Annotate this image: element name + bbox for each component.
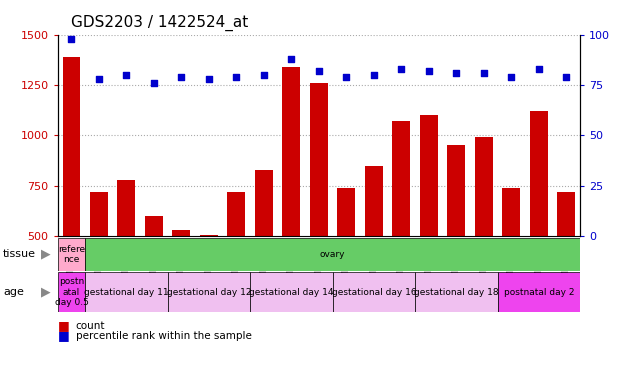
Point [121, 72, 131, 78]
Point [259, 72, 269, 78]
Bar [447, 146, 465, 236]
Bar [420, 115, 438, 236]
Text: age: age [3, 287, 24, 297]
Bar [58, 272, 85, 312]
Bar [200, 235, 218, 236]
Text: ovary: ovary [320, 250, 345, 259]
Text: gestational day 18: gestational day 18 [414, 288, 499, 296]
Point [479, 70, 489, 76]
Bar [172, 230, 190, 236]
Bar [415, 272, 497, 312]
Bar [117, 180, 135, 236]
Point [396, 66, 406, 72]
Text: ▶: ▶ [41, 248, 51, 261]
Point [451, 70, 462, 76]
Point [534, 66, 544, 72]
Bar [283, 67, 301, 236]
Bar [58, 238, 85, 271]
Point [424, 68, 434, 74]
Text: refere
nce: refere nce [58, 245, 85, 264]
Point [149, 80, 159, 86]
Text: ■: ■ [58, 329, 69, 343]
Point [562, 74, 572, 80]
Bar [392, 121, 410, 236]
Bar [250, 272, 333, 312]
Bar [337, 188, 355, 236]
Text: gestational day 16: gestational day 16 [331, 288, 416, 296]
Text: ▶: ▶ [41, 286, 51, 298]
Text: tissue: tissue [3, 249, 36, 260]
Bar [530, 111, 548, 236]
Bar [503, 188, 520, 236]
Text: ■: ■ [58, 319, 69, 332]
Text: gestational day 12: gestational day 12 [167, 288, 251, 296]
Point [341, 74, 351, 80]
Bar [558, 192, 575, 236]
Point [314, 68, 324, 74]
Point [231, 74, 242, 80]
Text: percentile rank within the sample: percentile rank within the sample [76, 331, 251, 341]
Point [66, 36, 76, 42]
Point [506, 74, 517, 80]
Bar [63, 57, 80, 236]
Bar [85, 272, 168, 312]
Point [204, 76, 214, 82]
Point [287, 56, 297, 62]
Text: gestational day 14: gestational day 14 [249, 288, 334, 296]
Text: postnatal day 2: postnatal day 2 [504, 288, 574, 296]
Bar [228, 192, 246, 236]
Text: count: count [76, 321, 105, 331]
Text: gestational day 11: gestational day 11 [84, 288, 169, 296]
Bar [90, 192, 108, 236]
Bar [333, 272, 415, 312]
Point [94, 76, 104, 82]
Bar [475, 137, 493, 236]
Bar [497, 272, 580, 312]
Bar [310, 83, 328, 236]
Text: postn
atal
day 0.5: postn atal day 0.5 [54, 277, 88, 307]
Text: GDS2203 / 1422524_at: GDS2203 / 1422524_at [71, 15, 248, 31]
Bar [145, 216, 163, 236]
Point [176, 74, 187, 80]
Point [369, 72, 379, 78]
Bar [255, 170, 273, 236]
Bar [168, 272, 250, 312]
Bar [365, 166, 383, 236]
